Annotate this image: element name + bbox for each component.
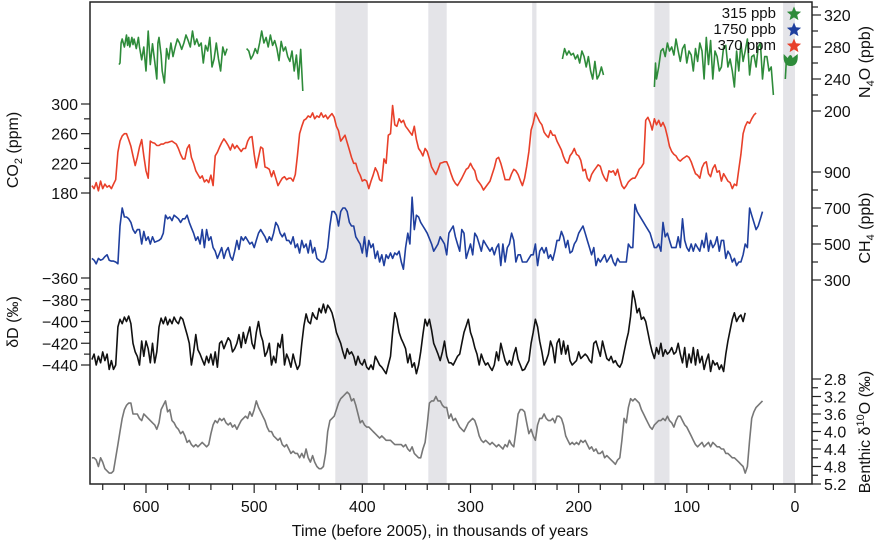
- d18O-tick-label: 3.6: [824, 407, 846, 424]
- legend-label-ch4: 1750 ppb: [713, 21, 776, 38]
- d18O-tick-label: 4.8: [824, 460, 846, 477]
- n2o-tick-label: 240: [824, 72, 851, 89]
- legend-label-co2: 370 ppm: [718, 37, 776, 54]
- legend-star-icon-n2o: [786, 6, 802, 21]
- series-group: [91, 30, 798, 474]
- interglacial-band-2: [532, 2, 537, 484]
- dD-tick-label: −400: [42, 315, 78, 332]
- n2o-tick-label: 320: [824, 8, 851, 25]
- n2o-axis-title: N4O (ppb): [857, 26, 877, 98]
- ch4-axis-title: CH4 (ppb): [857, 192, 877, 263]
- x-axis-title: Time (before 2005), in thousands of year…: [292, 523, 588, 540]
- series-line-N2O-segment-1: [246, 30, 304, 92]
- ch4-tick-label: 500: [824, 237, 851, 254]
- n2o-tick-label: 280: [824, 40, 851, 57]
- series-line-CO2: [91, 104, 757, 192]
- ch4-tick-label: 300: [824, 273, 851, 290]
- co2-tick-label: 300: [51, 97, 78, 114]
- dD-tick-label: −420: [42, 336, 78, 353]
- x-tick-label: 200: [565, 499, 592, 516]
- series-line-benthic_d18O: [91, 391, 764, 474]
- legend-star-icon-co2: [786, 38, 802, 53]
- ch4-tick-label: 900: [824, 165, 851, 182]
- ch4-tick-label: 700: [824, 201, 851, 218]
- x-tick-label: 600: [133, 499, 160, 516]
- legend-label-n2o: 315 ppb: [722, 5, 776, 22]
- co2-tick-label: 180: [51, 186, 78, 203]
- d18O-tick-label: 4.4: [824, 442, 846, 459]
- d18O-tick-label: 3.2: [824, 390, 846, 407]
- x-tick-label: 500: [241, 499, 268, 516]
- dD-axis-title: δD (‰): [5, 296, 22, 348]
- legend: 315 ppb 1750 ppb 370 ppm: [713, 5, 802, 54]
- series-line-N2O-segment-2: [561, 47, 605, 80]
- dD-tick-label: −380: [42, 293, 78, 310]
- d18O-tick-label: 2.8: [824, 372, 846, 389]
- x-tick-label: 100: [673, 499, 700, 516]
- co2-axis-title: CO2 (ppm): [5, 112, 25, 188]
- n2o-modern-marker: [783, 54, 798, 66]
- co2-tick-label: 260: [51, 127, 78, 144]
- co2-tick-label: 220: [51, 156, 78, 173]
- axes-group: 600 500 400 300 200 100 0 180 220 260 300 −440 −420 −…: [42, 6, 851, 516]
- series-line-dD: [91, 290, 746, 375]
- d18O-tick-label: 5.2: [824, 477, 846, 494]
- plot-frame: [89, 1, 813, 485]
- series-line-N2O-segment-0: [118, 30, 228, 84]
- series-line-N2O-segment-3: [653, 36, 775, 96]
- d18O-axis-title: Benthic δ10O (‰): [855, 371, 874, 494]
- x-tick-label: 300: [457, 499, 484, 516]
- x-tick-label: 0: [791, 499, 800, 516]
- legend-star-icon-ch4: [786, 22, 802, 37]
- interglacial-band-4: [783, 2, 795, 484]
- interglacial-band-0: [335, 2, 368, 484]
- x-tick-label: 400: [349, 499, 376, 516]
- d18O-tick-label: 4.0: [824, 425, 846, 442]
- dD-tick-label: −440: [42, 358, 78, 375]
- series-line-CH4: [91, 196, 764, 270]
- dD-tick-label: −360: [42, 271, 78, 288]
- n2o-tick-label: 200: [824, 104, 851, 121]
